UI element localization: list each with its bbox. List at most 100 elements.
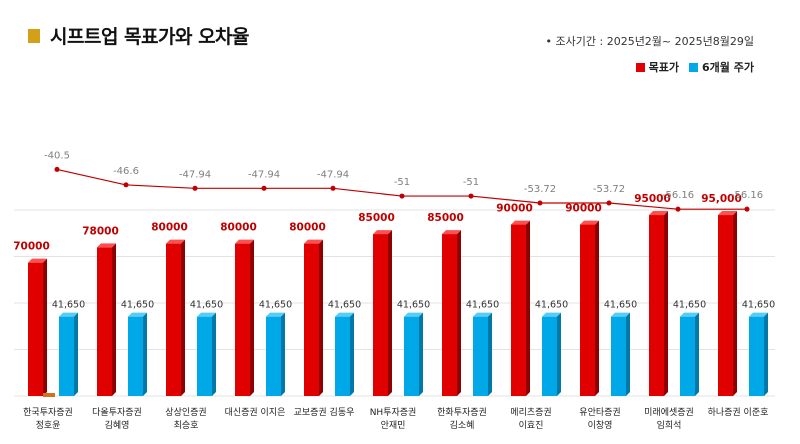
legend-label-price: 6개월 주가 — [702, 61, 754, 74]
target-bar — [166, 243, 181, 396]
price-bar — [680, 316, 695, 396]
price-bar — [59, 316, 74, 396]
price-bar — [749, 316, 764, 396]
price-bar-top — [59, 312, 78, 317]
price-value-label: 41,650 — [466, 300, 499, 311]
price-bar-top — [473, 312, 492, 317]
error-rate-point — [54, 166, 60, 172]
error-rate-point — [675, 206, 681, 212]
legend-swatch-target — [635, 62, 645, 72]
category-label: 미래에셋증권 — [644, 406, 694, 418]
price-bar-side — [281, 312, 285, 396]
category-label: NH투자증권 — [370, 406, 417, 418]
price-bar-side — [626, 312, 630, 396]
price-bar-top — [680, 312, 699, 317]
target-bar — [373, 234, 388, 396]
error-rate-point — [399, 193, 405, 199]
target-value-label: 90000 — [565, 203, 602, 215]
category-label: 김혜영 — [105, 419, 130, 431]
target-value-label: 80000 — [151, 222, 188, 234]
price-bar — [266, 316, 281, 396]
target-value-label: 95000 — [634, 193, 671, 205]
category-label: 최승호 — [174, 420, 199, 431]
target-bar-side — [457, 230, 461, 396]
target-bar-top — [442, 230, 461, 235]
category-label: 임희석 — [657, 419, 682, 431]
error-rate-point — [330, 185, 336, 191]
error-rate-point — [606, 200, 612, 206]
error-rate-label: -56.16 — [731, 190, 763, 201]
price-value-label: 41,650 — [535, 300, 568, 311]
error-rate-label: -51 — [463, 177, 479, 188]
error-rate-point — [537, 200, 543, 206]
target-bar — [442, 234, 457, 396]
target-bar-side — [319, 239, 323, 396]
target-value-label: 80000 — [289, 222, 326, 234]
price-bar — [128, 316, 143, 396]
error-rate-point — [261, 185, 267, 191]
price-bar-side — [212, 312, 216, 396]
target-bar-side — [595, 220, 599, 396]
price-bar-side — [557, 312, 561, 396]
category-label: 김소혜 — [450, 419, 475, 431]
price-value-label: 41,650 — [397, 300, 430, 311]
price-bar-top — [611, 312, 630, 317]
error-rate-label: -53.72 — [524, 184, 556, 195]
target-bar-top — [649, 211, 668, 216]
target-bar-side — [388, 230, 392, 396]
price-value-label: 41,650 — [328, 300, 361, 311]
price-bar-side — [350, 312, 354, 396]
price-bar-top — [128, 312, 147, 317]
price-value-label: 41,650 — [121, 300, 154, 311]
price-bar-side — [488, 312, 492, 396]
error-rate-point — [123, 182, 129, 188]
category-label: 이효진 — [519, 420, 544, 431]
category-label: 상상인증권 — [165, 406, 206, 418]
target-bar-top — [718, 211, 737, 216]
price-value-label: 41,650 — [742, 300, 775, 311]
target-bar — [97, 247, 112, 396]
error-rate-label: -40.5 — [44, 150, 70, 161]
price-bar-side — [143, 312, 147, 396]
category-label: 대신증권 이지은 — [225, 406, 286, 418]
error-rate-label: -46.6 — [113, 166, 139, 177]
price-bar-side — [74, 312, 78, 396]
target-bar-side — [664, 211, 668, 396]
target-bar — [28, 262, 43, 396]
price-bar-top — [335, 312, 354, 317]
error-rate-label: -56.16 — [662, 190, 694, 201]
price-bar — [335, 316, 350, 396]
price-bar-top — [749, 312, 768, 317]
price-bar — [542, 316, 557, 396]
error-rate-label: -53.72 — [593, 184, 625, 195]
target-bar-top — [28, 258, 47, 263]
target-bar-top — [511, 220, 530, 225]
target-bar — [649, 215, 664, 396]
target-bar-side — [526, 220, 530, 396]
price-value-label: 41,650 — [259, 300, 292, 311]
category-label: 이창영 — [588, 420, 613, 431]
legend-label-target: 목표가 — [648, 61, 680, 74]
target-bar-top — [580, 220, 599, 225]
chart-title: 시프트업 목표가와 오차율 — [50, 26, 250, 48]
category-label: 메리츠증권 — [510, 406, 551, 418]
price-value-label: 41,650 — [52, 300, 85, 311]
category-label: 한국투자증권 — [23, 406, 73, 418]
price-bar-side — [764, 312, 768, 396]
target-value-label: 78000 — [82, 225, 119, 237]
title-marker — [28, 28, 40, 43]
target-bar-side — [733, 211, 737, 396]
target-bar-top — [166, 239, 185, 244]
category-label: 교보증권 김동우 — [294, 406, 355, 418]
target-bar-side — [43, 258, 47, 396]
error-rate-point — [468, 193, 474, 199]
survey-period: • 조사기간 : 2025년2월~ 2025년8월29일 — [545, 35, 754, 48]
target-value-label: 90000 — [496, 203, 533, 215]
price-bar — [473, 316, 488, 396]
target-bar-top — [304, 239, 323, 244]
error-rate-label: -47.94 — [179, 169, 211, 180]
error-rate-label: -51 — [394, 177, 410, 188]
price-value-label: 41,650 — [604, 300, 637, 311]
price-bar-top — [542, 312, 561, 317]
